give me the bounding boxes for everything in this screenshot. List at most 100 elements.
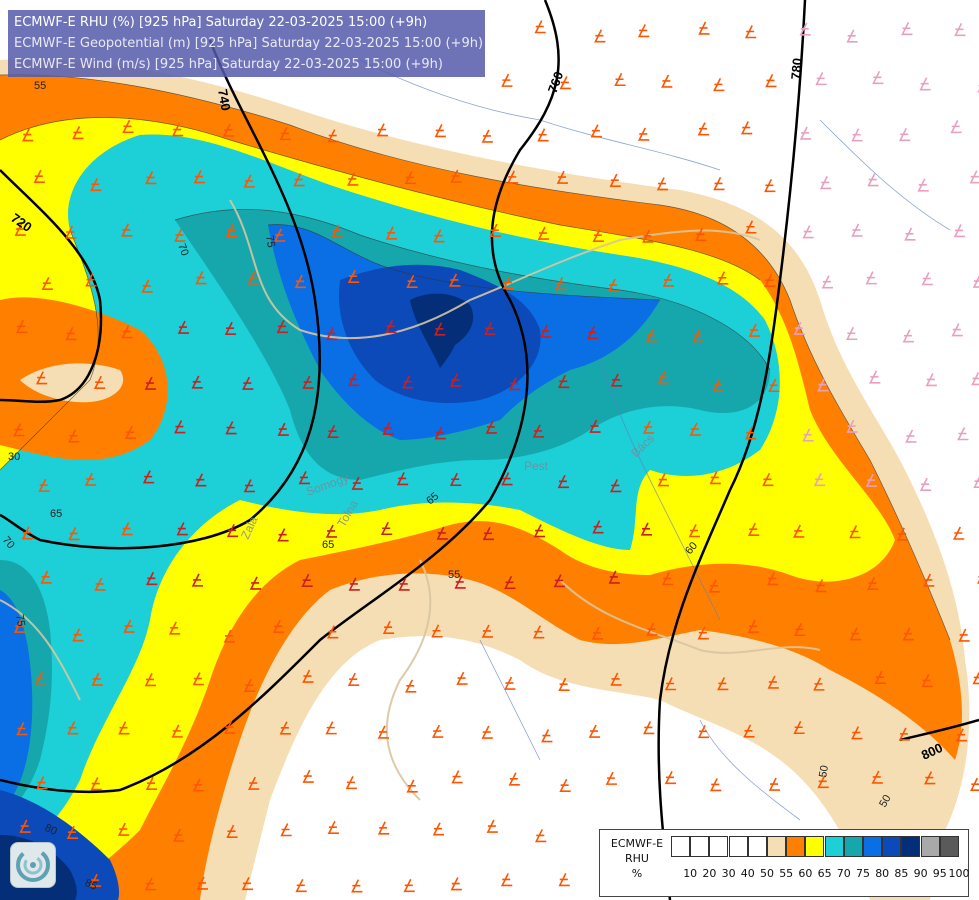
wind-barb xyxy=(661,74,673,88)
wind-barb xyxy=(72,628,84,642)
rhu-label: 30 xyxy=(8,451,20,463)
wind-barb xyxy=(643,721,655,735)
wind-barb xyxy=(68,429,80,443)
wind-barb xyxy=(697,724,710,739)
wind-barb xyxy=(481,725,493,739)
wind-barb xyxy=(403,878,415,893)
wind-barb xyxy=(484,321,496,336)
rhu-label: 85 xyxy=(83,877,99,893)
wind-barb xyxy=(765,74,777,88)
wind-barb xyxy=(919,477,932,491)
wind-barb xyxy=(243,479,255,493)
wind-barb xyxy=(747,522,760,536)
rhu-band-80-west xyxy=(0,590,33,805)
legend-swatch xyxy=(843,836,863,857)
wind-barb xyxy=(768,378,780,393)
legend-model: ECMWF-E xyxy=(610,837,664,850)
wind-barb xyxy=(591,626,604,640)
legend-title: ECMWF-E RHU % xyxy=(604,836,670,881)
wind-barb xyxy=(16,319,28,334)
legend-swatch xyxy=(786,836,806,857)
wind-barb xyxy=(396,472,409,486)
wind-barb xyxy=(225,421,237,435)
wind-barb xyxy=(146,571,158,586)
wind-barb xyxy=(589,419,601,433)
wind-barb xyxy=(871,770,883,784)
wind-barb xyxy=(191,573,204,587)
wind-barb xyxy=(764,273,776,287)
color-legend: ECMWF-E RHU % 10 20 30 40 50 55 60 65 70 75 80 85 90… xyxy=(599,829,970,897)
wind-barb xyxy=(192,778,204,792)
wind-barb xyxy=(347,269,360,284)
legend-tick-label: 90 xyxy=(913,867,928,880)
legend-swatch xyxy=(671,836,690,857)
wind-barb xyxy=(347,672,360,686)
wind-barb xyxy=(191,375,203,389)
wind-barb xyxy=(486,819,498,833)
wind-barbs xyxy=(13,20,979,893)
wind-barb xyxy=(277,422,289,436)
wind-title: ECMWF-E Wind (m/s) [925 hPa] Saturday 22… xyxy=(14,57,443,72)
wind-barb xyxy=(122,119,134,134)
rhu-contour-lines xyxy=(0,74,951,641)
wind-barb xyxy=(767,675,779,689)
wind-barb xyxy=(279,721,291,735)
legend-swatch xyxy=(901,836,921,857)
wind-barb xyxy=(594,29,606,43)
wind-barb xyxy=(222,123,235,137)
wind-barb xyxy=(277,528,289,542)
wind-barb xyxy=(273,228,286,242)
wind-barb xyxy=(449,273,461,287)
wind-barb xyxy=(226,523,239,538)
wind-barb xyxy=(226,824,238,838)
legend-unit: % xyxy=(631,867,643,880)
wind-barb xyxy=(695,227,707,242)
wind-barb xyxy=(794,622,806,637)
wind-barb xyxy=(646,622,658,636)
wind-barb xyxy=(485,420,497,434)
wind-barb xyxy=(867,576,879,591)
wind-barb xyxy=(293,173,305,187)
wind-barb xyxy=(385,226,398,240)
legend-swatch xyxy=(939,836,959,857)
wind-barb xyxy=(869,370,881,384)
wind-barb xyxy=(802,225,814,239)
wind-barb xyxy=(605,771,617,785)
wind-barb xyxy=(173,828,185,842)
wind-barb xyxy=(325,721,337,735)
wind-barb xyxy=(168,621,181,635)
wind-barb xyxy=(21,526,33,540)
wind-barb xyxy=(955,728,968,742)
rhu-label: 50 xyxy=(817,764,831,778)
wind-barb xyxy=(745,426,757,440)
legend-tick-label: 20 xyxy=(702,867,717,880)
wind-barb xyxy=(610,373,623,387)
wind-barb xyxy=(688,524,700,538)
wind-barb xyxy=(793,720,805,735)
wind-barb xyxy=(90,777,102,791)
wind-barb xyxy=(608,570,620,584)
wind-barb xyxy=(712,378,724,393)
wind-barb xyxy=(242,376,254,390)
wind-barb xyxy=(481,624,493,638)
wind-barb xyxy=(559,778,571,792)
geopotential-title: ECMWF-E Geopotential (m) [925 hPa] Satur… xyxy=(14,36,484,51)
wind-barb xyxy=(382,620,395,634)
wind-barb xyxy=(247,776,260,790)
wind-barb xyxy=(645,329,657,343)
wind-barb xyxy=(90,177,102,192)
wind-barb xyxy=(327,820,339,835)
wind-barb xyxy=(84,472,97,486)
wind-barb xyxy=(504,676,516,690)
wind-barb xyxy=(450,877,462,891)
wind-barb xyxy=(431,724,444,738)
wind-barb xyxy=(432,822,444,836)
wind-barb xyxy=(917,178,929,192)
wind-barb xyxy=(121,325,133,339)
wind-barb xyxy=(21,128,34,142)
wind-barb xyxy=(65,225,77,239)
legend-tick-label: 30 xyxy=(721,867,736,880)
wind-barb xyxy=(301,573,313,587)
wind-barb xyxy=(124,425,137,439)
rhu-label: 55 xyxy=(34,80,46,92)
